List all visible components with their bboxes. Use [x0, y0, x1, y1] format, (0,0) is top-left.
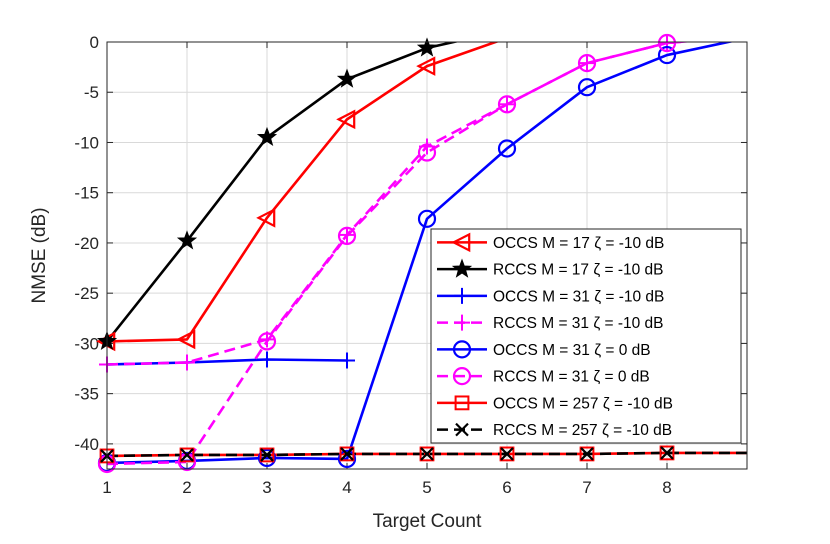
data-point-rccs-m-257-10-db: [580, 447, 594, 461]
data-point-rccs-m-257-10-db-b: [180, 448, 194, 462]
legend-marker-occs-m-31-10-db: [454, 287, 470, 304]
x-tick-label: 5: [422, 478, 431, 497]
x-tick-label: 2: [182, 478, 191, 497]
data-point-occs-m-31-0-db: [417, 209, 437, 228]
y-tick-label: -10: [74, 133, 99, 152]
legend-label-occs-m-17-10-db: OCCS M = 17 ζ = -10 dB: [493, 235, 664, 252]
legend: OCCS M = 17 ζ = -10 dB RCCS M = 17 ζ = -1…: [430, 228, 742, 444]
data-point-rccs-m-17-10-db: [416, 37, 438, 57]
data-point-rccs-m-257-10-db: [660, 446, 674, 460]
data-point-occs-m-257-10-db: [339, 446, 355, 462]
data-point-occs-m-31-0-db: [497, 139, 517, 158]
y-tick-label: -30: [74, 334, 99, 353]
x-tick-label: 8: [662, 478, 671, 497]
data-point-rccs-m-17-10-db: [256, 126, 278, 147]
legend-marker-rccs-m-31-0-db: [452, 367, 472, 386]
legend-box: [430, 228, 742, 444]
axes-box: [106, 41, 748, 470]
data-point-rccs-m-31-10-db: [499, 96, 515, 113]
data-point-rccs-m-31-0-db: [417, 143, 437, 162]
legend-label-occs-m-31-10-db: OCCS M = 31 ζ = -10 dB: [493, 288, 664, 305]
data-point-rccs-m-17-10-db: [176, 230, 198, 250]
data-point-occs-m-31-0-db: [337, 449, 357, 469]
data-point-occs-m-257-10-db: [419, 446, 435, 462]
x-tick-label: 6: [502, 478, 511, 497]
series-line-rccs-m-257-10-db: [107, 451, 747, 458]
data-point-occs-m-31-10-db: [259, 351, 275, 368]
series-line-occs-m-17-10-db: [107, 42, 500, 343]
data-point-rccs-m-257-10-db: [500, 447, 514, 461]
data-point-rccs-m-257-10-db-b: [420, 447, 434, 461]
x-tick-label: 1: [102, 478, 111, 497]
series-line-rccs-m-31-0-db: [107, 42, 694, 466]
data-point-rccs-m-257-10-db: [180, 448, 194, 462]
y-tick-label: -40: [74, 435, 99, 454]
data-point-rccs-m-31-10-db: [659, 35, 675, 52]
data-point-rccs-m-31-0-db: [257, 332, 277, 351]
legend-marker-rccs-m-257-10-db: [455, 422, 469, 437]
data-point-occs-m-257-10-db: [499, 446, 515, 462]
y-tick-label: -20: [74, 234, 99, 253]
legend-label-rccs-m-31-0-db: RCCS M = 31 ζ = 0 dB: [493, 369, 650, 386]
data-point-rccs-m-257-10-db-b: [260, 448, 274, 462]
y-tick-label: -5: [84, 83, 99, 102]
data-point-occs-m-17-10-db: [176, 329, 196, 350]
data-point-rccs-m-257-10-db: [340, 447, 354, 461]
data-point-rccs-m-257-10-db-b: [340, 447, 354, 461]
data-point-rccs-m-31-10-db: [179, 354, 195, 371]
legend-marker-occs-m-31-0-db: [452, 340, 472, 359]
data-point-occs-m-257-10-db: [259, 447, 275, 463]
data-point-occs-m-31-0-db: [257, 448, 277, 468]
data-point-occs-m-31-0-db: [657, 45, 677, 65]
data-point-rccs-m-31-10-db: [579, 55, 595, 72]
x-tick-label: 4: [342, 478, 351, 497]
data-point-occs-m-257-10-db: [659, 445, 675, 461]
legend-label-rccs-m-31-10-db: RCCS M = 31 ζ = -10 dB: [493, 315, 664, 332]
axis-ticks: 1 2 3 4 5 6 7 8 0 -5 -10 -15 -20 -25 -30 -35 -40: [74, 33, 747, 497]
y-tick-label: 0: [90, 33, 99, 52]
data-point-rccs-m-31-0-db: [577, 53, 597, 73]
series-line-rccs-m-17-10-db: [107, 42, 460, 343]
legend-label-occs-m-31-0-db: OCCS M = 31 ζ = 0 dB: [493, 342, 651, 359]
data-point-occs-m-31-0-db: [577, 78, 597, 97]
data-point-rccs-m-31-0-db: [497, 95, 517, 114]
data-point-rccs-m-17-10-db: [336, 68, 358, 88]
x-axis-label: Target Count: [373, 511, 483, 532]
data-point-occs-m-17-10-db: [256, 208, 276, 228]
data-point-occs-m-31-10-db: [339, 352, 355, 369]
x-tick-label: 3: [262, 478, 271, 497]
data-point-occs-m-17-10-db: [416, 56, 436, 76]
legend-label-rccs-m-257-10-db: RCCS M = 257 ζ = -10 dB: [493, 422, 672, 439]
data-point-rccs-m-257-10-db-b: [660, 446, 674, 460]
data-point-rccs-m-31-10-db: [339, 226, 355, 243]
legend-label-rccs-m-17-10-db: RCCS M = 17 ζ = -10 dB: [493, 262, 664, 279]
legend-label-occs-m-257-10-db: OCCS M = 257 ζ = -10 dB: [493, 395, 673, 412]
x-tick-label: 7: [582, 478, 591, 497]
series-line-occs-m-31-0-db: [107, 42, 735, 465]
y-tick-label: -15: [74, 184, 99, 203]
data-point-rccs-m-257-10-db-b: [580, 447, 594, 461]
y-axis-label: NMSE (dB): [29, 207, 50, 303]
data-point-occs-m-257-10-db: [579, 446, 595, 462]
data-point-rccs-m-257-10-db: [260, 448, 274, 462]
y-tick-label: -35: [74, 385, 99, 404]
plot-area: [96, 33, 747, 474]
data-point-rccs-m-31-0-db: [337, 226, 357, 246]
legend-marker-rccs-m-257-10-db-b: [455, 422, 469, 437]
series-markers: [96, 33, 677, 474]
legend-marker-rccs-m-17-10-db: [451, 258, 473, 278]
data-point-rccs-m-31-0-db: [657, 33, 677, 53]
legend-marker-occs-m-257-10-db: [454, 395, 470, 411]
data-point-occs-m-257-10-db: [179, 447, 195, 463]
data-point-occs-m-17-10-db: [336, 109, 356, 130]
legend-marker-occs-m-17-10-db: [451, 232, 471, 253]
y-tick-label: -25: [74, 284, 99, 303]
data-point-rccs-m-257-10-db: [420, 447, 434, 461]
data-point-rccs-m-257-10-db-b: [500, 447, 514, 461]
legend-marker-rccs-m-31-10-db: [454, 314, 470, 331]
